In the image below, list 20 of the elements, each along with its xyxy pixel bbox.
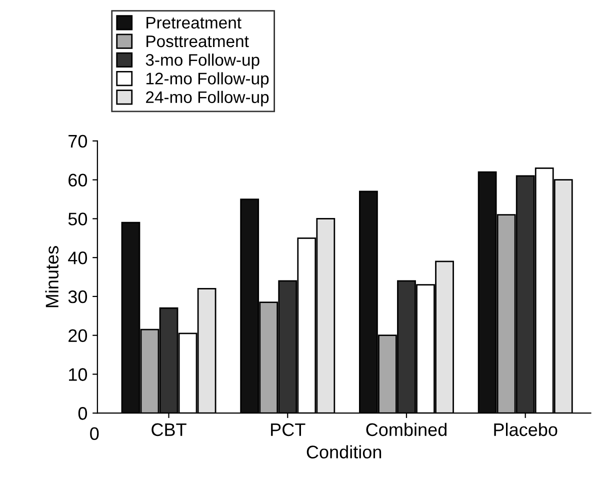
x-tick-label: Combined: [366, 422, 446, 436]
y-tick-label: 70: [68, 134, 88, 148]
legend-label: Posttreatment: [146, 36, 249, 48]
x-tick-label: PCT: [271, 423, 306, 436]
text: 0: [90, 427, 99, 440]
legend-label: 24-mo Follow-up: [146, 90, 269, 106]
y-tick-label: 60: [68, 174, 88, 187]
y-tick-label: 50: [68, 212, 88, 226]
y-tick-label: 10: [69, 368, 88, 381]
x-tick-label: CBT: [152, 423, 186, 436]
legend-label: 3-mo Follow-up: [146, 54, 260, 70]
y-axis-title: Minutes: [45, 246, 59, 308]
legend-label: 12-mo Follow-up: [146, 72, 269, 88]
y-tick-label: 20: [68, 329, 88, 342]
legend-label: Pretreatment: [146, 16, 242, 29]
y-tick-label: 40: [68, 252, 88, 264]
x-axis-title: Condition: [306, 445, 382, 458]
x-tick-label: Placebo: [494, 422, 558, 436]
y-tick-label: 0: [78, 407, 88, 420]
y-tick-label: 30: [68, 290, 88, 304]
